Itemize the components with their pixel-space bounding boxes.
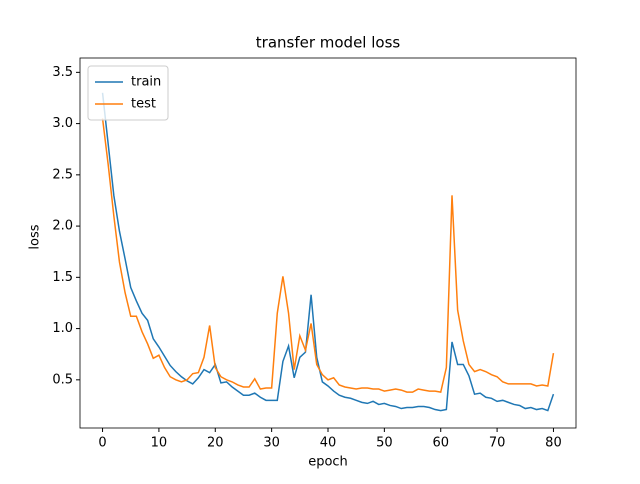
plot-frame — [79, 57, 577, 429]
y-tick-label: 1.0 — [52, 321, 73, 336]
y-tick-label: 2.5 — [52, 167, 73, 182]
x-tick-label: 50 — [376, 436, 393, 451]
line-test — [101, 118, 555, 393]
x-tick-label: 70 — [489, 436, 506, 451]
chart-title: transfer model loss — [256, 34, 401, 52]
legend-label: test — [131, 97, 156, 112]
y-axis-label: loss — [28, 224, 43, 249]
x-tick-label: 10 — [151, 436, 168, 451]
y-tick-label: 0.5 — [52, 372, 73, 387]
x-tick-label: 80 — [545, 436, 562, 451]
y-tick-label: 1.5 — [52, 270, 73, 285]
y-tick-label: 3.0 — [52, 116, 73, 131]
x-tick-label: 20 — [207, 436, 224, 451]
x-tick-label: 60 — [432, 436, 449, 451]
x-tick-label: 30 — [263, 436, 280, 451]
line-train — [101, 92, 555, 412]
y-tick-label: 3.5 — [52, 65, 73, 80]
legend-box — [87, 65, 169, 121]
x-axis-label: epoch — [308, 455, 348, 470]
legend-label: train — [131, 75, 161, 90]
x-tick-label: 40 — [320, 436, 337, 451]
x-tick-label: 0 — [98, 436, 106, 451]
y-tick-label: 2.0 — [52, 219, 73, 234]
